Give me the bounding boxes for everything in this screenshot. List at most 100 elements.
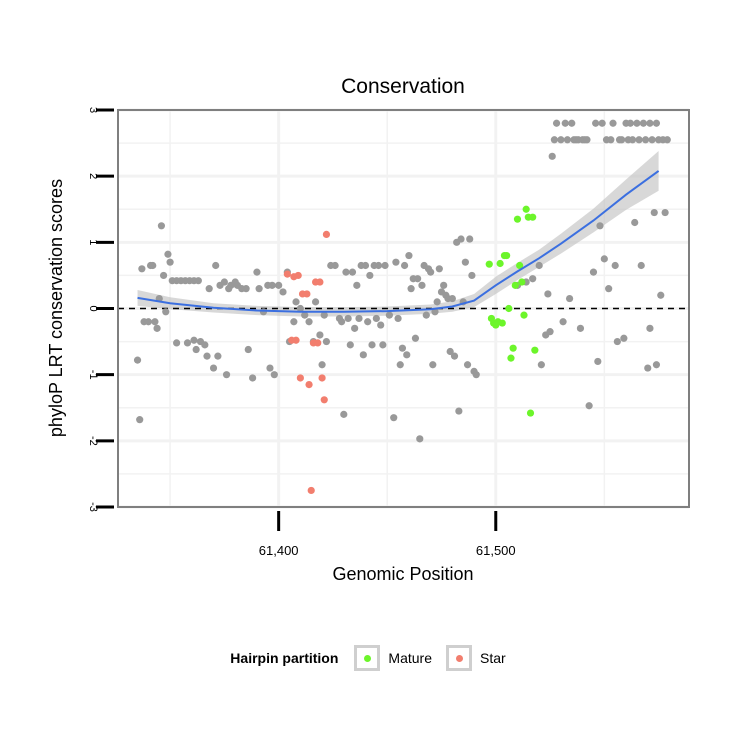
data-point-other (222, 371, 231, 379)
data-point-other (600, 255, 608, 263)
legend-key-mature (354, 645, 381, 671)
data-point-other (605, 285, 613, 293)
data-point-other (644, 364, 652, 372)
data-point-other (368, 341, 376, 349)
data-point-other (270, 371, 278, 379)
data-point-other (414, 275, 422, 283)
data-point-other (359, 351, 367, 359)
data-point-other (609, 119, 617, 127)
x-axis-label: Genomic Position (332, 564, 473, 584)
data-point-other (136, 416, 144, 424)
data-point-other (589, 268, 598, 276)
data-point-other (353, 281, 361, 289)
data-point-other (394, 314, 402, 323)
data-point-other (433, 298, 441, 306)
data-point-other (463, 361, 472, 369)
data-point-other (561, 119, 569, 127)
data-point-other (159, 271, 168, 280)
data-point-other (151, 318, 159, 326)
data-point-other (348, 268, 357, 276)
smooth-trend-line (137, 170, 660, 313)
data-point-star (320, 396, 328, 404)
data-point-other (641, 136, 650, 144)
data-point-other (190, 336, 198, 344)
data-point-star (296, 374, 304, 382)
data-point-other (344, 314, 352, 323)
mature-dot-icon (364, 655, 372, 662)
data-point-other (144, 318, 152, 326)
y-tick-label: -1 (87, 370, 99, 380)
data-point-other (149, 261, 157, 270)
data-points (133, 119, 671, 495)
data-point-other (598, 119, 606, 127)
data-point-other (568, 119, 576, 127)
data-point-other (214, 352, 222, 360)
data-point-other (592, 119, 600, 127)
data-point-other (576, 324, 585, 332)
data-point-other (646, 119, 654, 127)
data-point-other (661, 208, 669, 217)
legend-item-star: Star (446, 645, 506, 671)
data-point-other (205, 285, 213, 293)
data-point-other (249, 374, 257, 382)
data-point-mature (505, 304, 513, 313)
data-point-mature (513, 215, 522, 223)
data-point-other (639, 119, 648, 127)
y-tick-label: 2 (87, 173, 99, 179)
data-point-other (259, 308, 268, 316)
data-point-other (292, 298, 300, 306)
data-point-other (635, 136, 643, 144)
data-point-mature (503, 251, 511, 260)
data-point-other (594, 357, 602, 366)
data-point-other (162, 308, 170, 316)
data-point-other (618, 136, 626, 144)
data-point-mature (496, 259, 504, 268)
data-point-other (366, 271, 374, 280)
data-point-other (557, 136, 565, 144)
data-point-other (381, 261, 389, 270)
data-point-other (620, 334, 628, 342)
legend: Hairpin partition Mature Star (0, 640, 750, 676)
data-point-other (559, 318, 567, 326)
legend-title: Hairpin partition (230, 650, 339, 666)
data-point-other (405, 251, 413, 260)
data-point-other (290, 318, 298, 326)
data-point-star (318, 374, 326, 382)
data-point-other (529, 275, 537, 283)
data-point-mature (529, 213, 537, 221)
data-point-other (535, 261, 543, 270)
data-point-other (364, 318, 372, 326)
data-point-other (418, 281, 426, 289)
data-point-other (403, 351, 411, 359)
data-point-other (628, 136, 637, 144)
data-point-other (212, 261, 220, 270)
data-point-other (422, 311, 430, 319)
data-point-other (133, 356, 142, 364)
data-point-other (209, 364, 218, 372)
data-point-other (407, 285, 415, 293)
y-tick-label: -3 (87, 502, 99, 512)
data-point-other (372, 314, 380, 323)
data-point-other (648, 136, 656, 144)
data-point-mature (509, 344, 517, 352)
data-point-other (400, 261, 409, 270)
data-point-other (398, 344, 407, 352)
data-point-mature (526, 409, 535, 417)
data-point-other (565, 294, 574, 303)
data-point-other (613, 337, 621, 346)
legend-item-mature: Mature (354, 645, 432, 671)
data-point-other (201, 341, 209, 349)
data-point-star (316, 278, 324, 286)
data-point-other (457, 235, 465, 243)
data-point-other (166, 258, 174, 266)
data-point-other (296, 304, 304, 313)
data-point-mature (518, 278, 526, 286)
data-point-other (379, 341, 387, 349)
data-point-other (411, 334, 420, 342)
y-axis-label: phyloP LRT conservation scores (46, 179, 66, 437)
smooth-line (137, 170, 660, 313)
plot-panel-border (117, 109, 690, 508)
data-point-other (607, 136, 615, 144)
data-point-other (429, 361, 437, 369)
data-point-star (305, 380, 313, 389)
